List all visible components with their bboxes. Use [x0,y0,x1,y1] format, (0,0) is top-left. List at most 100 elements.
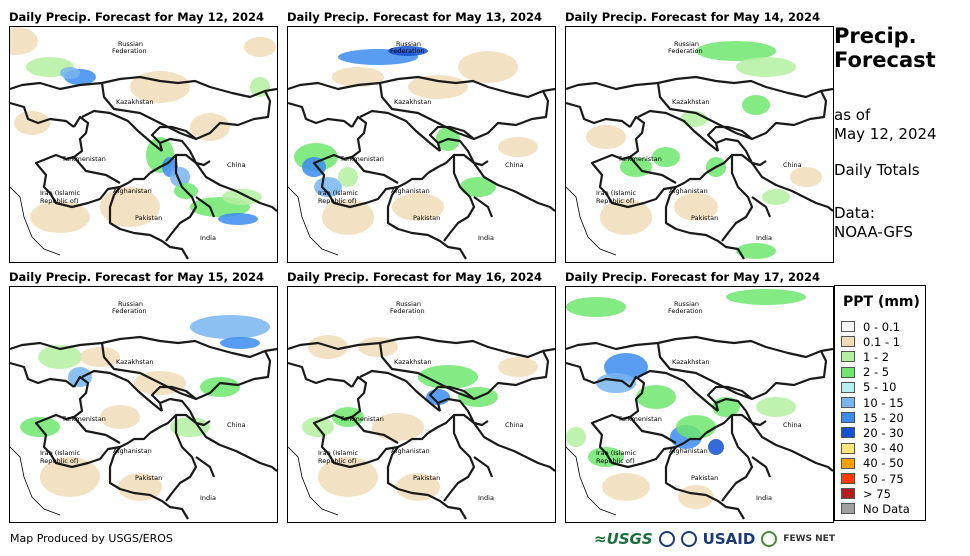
country-label: Russian [396,300,421,308]
precip-area [596,373,636,393]
country-border [34,153,151,209]
country-label: China [505,421,524,429]
totals-label: Daily Totals [834,161,920,179]
country-label: Afghanistan [391,447,430,455]
coastline [10,446,61,516]
country-border [473,422,555,472]
country-border [629,115,646,158]
country-label: India [200,234,216,242]
legend-swatch [841,457,855,469]
country-label: Republic of) [596,457,635,465]
precip-area [418,365,478,389]
country-border [590,153,707,209]
precip-area [498,137,538,157]
country-border [312,413,429,469]
country-border [195,162,277,212]
precip-area [674,193,718,221]
country-border [705,153,767,174]
legend-item: 0.1 - 1 [841,334,901,349]
legend-swatch [841,442,855,454]
precip-area [652,147,680,167]
as-of-date: May 12, 2024 [834,125,937,143]
country-border [427,153,489,174]
precip-area [80,347,120,367]
country-border [705,413,767,434]
precip-area [388,46,428,56]
country-border [721,415,754,502]
precip-map: Russian Federation Kazakhstan Turkmenistan I… [565,26,834,263]
panel-title: Daily Precip. Forecast for May 14, 2024 [565,10,820,24]
country-label: Federation [112,47,147,55]
panel-title: Daily Precip. Forecast for May 13, 2024 [287,10,542,24]
precip-area [220,337,260,349]
precip-area [338,167,358,187]
precip-area [372,413,424,441]
country-border [664,446,745,520]
legend-item: 15 - 20 [841,411,904,425]
country-border [10,75,277,99]
precip-area [222,189,262,205]
country-label: Republic of) [596,197,635,205]
country-border [108,446,189,520]
country-label: Pakistan [135,214,162,222]
country-border [73,115,90,158]
country-border [629,375,646,418]
data-source-value: NOAA-GFS [834,223,913,241]
precip-area [14,111,50,135]
legend-label: 1 - 2 [863,349,890,364]
country-border [165,155,198,242]
precip-area [736,243,776,259]
precip-area [40,457,100,497]
country-border [428,385,475,404]
legend-label: 2 - 5 [863,365,890,380]
country-label: Turkmenistan [61,415,106,423]
country-label: China [505,161,524,169]
country-label: Pakistan [413,474,440,482]
legend-label: 30 - 40 [863,441,904,456]
legend-item: 40 - 50 [841,456,904,470]
country-label: Turkmenistan [617,415,662,423]
coastline [10,186,61,256]
legend-label: 0 - 0.1 [863,319,901,334]
country-border [378,82,550,141]
country-label: Turkmenistan [339,155,384,163]
precip-area [170,417,210,437]
country-border [473,196,494,218]
precip-area [322,199,374,235]
country-border [436,137,475,164]
legend-swatch [841,397,855,408]
country-label: Afghanistan [113,447,152,455]
precip-area [762,189,790,205]
coastline [566,186,617,256]
panel-title: Daily Precip. Forecast for May 12, 2024 [9,10,264,24]
country-border [288,75,555,99]
country-border [100,342,272,401]
country-border [427,413,489,434]
country-border [428,125,475,144]
country-label: India [756,494,772,502]
precip-area [696,41,776,61]
country-border [629,156,677,184]
legend-item: > 75 [841,487,891,501]
sidebar-info: Precip. Forecast as of May 12, 2024 Dail… [834,24,964,242]
country-label: Federation [390,47,425,55]
country-label: Turkmenistan [617,155,662,163]
country-border [751,422,833,472]
country-label: Republic of) [40,197,79,205]
precip-area [726,289,806,305]
precip-map: Russian Federation Kazakhstan Turkmenistan I… [287,286,556,523]
country-border [158,137,197,164]
country-border [443,155,476,242]
legend-label: 0.1 - 1 [863,334,901,349]
country-label: Federation [668,47,703,55]
country-border [473,162,555,212]
country-label: Kazakhstan [394,98,431,106]
country-label: Pakistan [135,474,162,482]
country-border [10,361,75,388]
country-label: India [200,494,216,502]
country-border [751,196,772,218]
precip-map: Russian Federation Kazakhstan Turkmenistan I… [9,286,278,523]
precip-area [10,27,38,55]
legend-item: No Data [841,502,910,516]
